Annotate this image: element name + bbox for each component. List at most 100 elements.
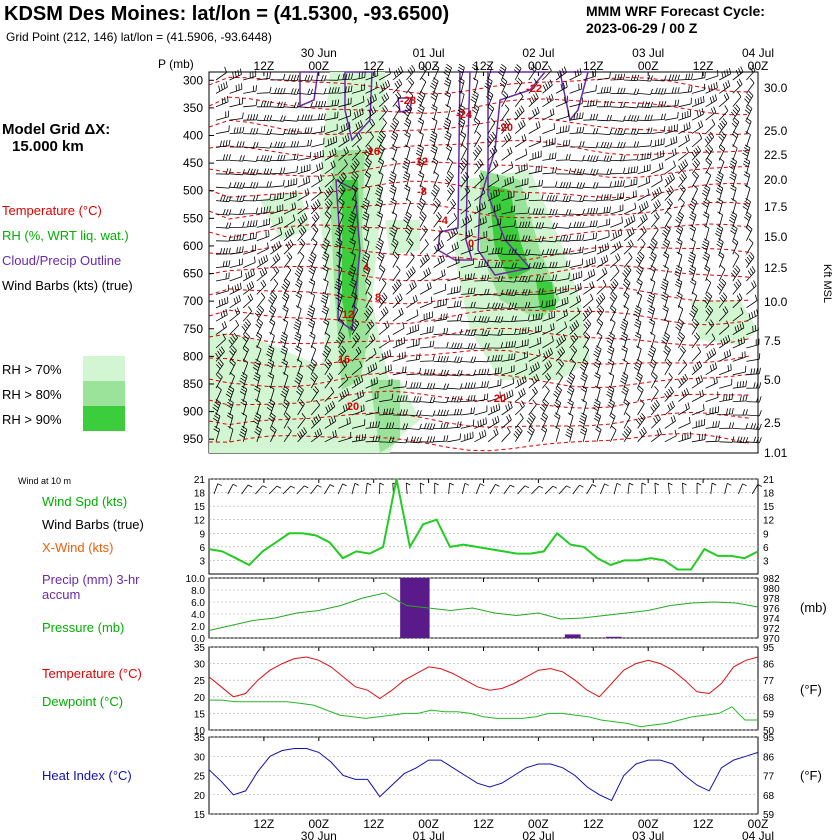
heat-index-line — [208, 748, 759, 802]
wind-barb — [215, 308, 228, 322]
wind-barb — [623, 128, 640, 135]
wind-barb — [460, 342, 477, 350]
wind-barb — [705, 391, 719, 402]
wind-barb — [474, 201, 487, 215]
wind-barb — [378, 118, 387, 134]
wind-barb — [311, 88, 327, 95]
wind-barb — [647, 345, 656, 362]
wind-barb — [539, 399, 549, 416]
wind-barb — [365, 435, 381, 443]
wind-barb — [227, 425, 234, 442]
wind-barb — [350, 318, 360, 335]
wind-barb — [637, 426, 647, 443]
wind-barb — [297, 151, 312, 161]
wind-barb — [390, 238, 399, 255]
wind-barb — [324, 123, 338, 134]
wind-barb — [282, 398, 290, 416]
wind-barb — [256, 267, 268, 282]
legend-temperature: Temperature (°C) — [2, 203, 102, 218]
wind-barb — [689, 238, 696, 255]
wind-barb — [515, 221, 531, 228]
wind-barb — [596, 230, 610, 242]
wind-barb — [321, 305, 329, 322]
left-tick-label: 18 — [194, 489, 206, 500]
right-tick-label: 974 — [763, 614, 780, 625]
wind-barb — [635, 372, 643, 389]
wind-barb — [691, 291, 698, 308]
wind-barb — [579, 412, 587, 429]
wind-barb — [297, 188, 310, 201]
wind-barb — [623, 202, 637, 215]
pressure-tick-label: 350 — [183, 101, 203, 115]
wind-barb — [743, 171, 751, 188]
wind-barb — [378, 265, 386, 282]
right-tick-label: 12 — [763, 516, 775, 527]
wind-barb — [732, 380, 747, 389]
wind-barb — [402, 171, 411, 188]
bottom-hour-label: 00Z — [748, 817, 769, 831]
wind-barb — [390, 117, 400, 134]
wind-barb — [447, 356, 463, 363]
wind-barb — [542, 311, 556, 322]
wind-barb — [308, 358, 317, 375]
wind-barb — [270, 101, 286, 109]
wind-barb — [555, 359, 565, 376]
temperature-contour-label: 0 — [468, 238, 474, 250]
wind-barb — [716, 198, 723, 215]
wind-barb — [569, 332, 579, 349]
wind-barb — [622, 358, 628, 375]
wind-barb — [256, 168, 273, 175]
wind-barb — [651, 162, 664, 175]
surface-wind-barb — [324, 484, 335, 495]
wind-barb — [701, 184, 711, 201]
wind-barb — [555, 209, 572, 216]
wind-barb — [717, 211, 723, 228]
altitude-tick-label: 5.0 — [764, 373, 781, 387]
wind-barb — [660, 278, 669, 295]
wind-barb — [406, 396, 422, 403]
legend-wind-barbs: Wind Barbs (kts) (true) — [2, 278, 133, 293]
wind-barb — [583, 84, 597, 94]
pressure-tick-label: 300 — [183, 73, 203, 87]
forecast-cycle-label: MMM WRF Forecast Cycle: — [586, 3, 765, 19]
wind-barb — [487, 203, 501, 215]
wind-barb — [460, 329, 477, 336]
wind-barb — [310, 428, 323, 443]
wind-barb — [648, 318, 656, 335]
wind-barb — [338, 431, 352, 443]
wind-barb — [433, 327, 449, 335]
wind-barb — [661, 224, 671, 241]
wind-barb — [243, 181, 259, 189]
wind-barb — [540, 412, 548, 429]
wind-barb — [474, 429, 487, 443]
wind-barb — [256, 254, 269, 268]
wind-barb — [501, 414, 512, 429]
rh-region — [260, 190, 310, 240]
wind-barb — [691, 95, 705, 108]
upper-air-panel: -28 -24 -22 -20 -16 -12 -8 -4 0 4 8 12 16 20 20 300 350… — [158, 57, 833, 460]
wind-barb — [637, 88, 653, 95]
wind-barb — [392, 409, 408, 416]
wind-barb — [732, 321, 745, 335]
wind-barb — [309, 331, 316, 349]
wind-barb — [676, 238, 683, 255]
altitude-tick-label: 10.0 — [764, 295, 788, 309]
wind-barb — [392, 104, 401, 121]
wind-barb — [732, 336, 745, 349]
wind-barb — [311, 100, 327, 108]
wind-barb — [365, 291, 373, 308]
wind-barb — [582, 281, 595, 295]
bottom-day-label: 03 Jul — [632, 829, 664, 840]
wind-barb — [742, 157, 751, 174]
wind-barb — [283, 265, 292, 282]
wind-barb — [365, 106, 377, 121]
wind-barb — [637, 200, 649, 215]
wind-barb — [270, 204, 284, 215]
wind-barb — [419, 422, 436, 430]
wind-barb — [527, 425, 535, 442]
wind-barb — [392, 78, 403, 94]
wind-barb — [338, 85, 353, 94]
wind-barb — [378, 306, 389, 322]
temperature-contour-label: -8 — [417, 186, 427, 198]
wind-barb — [583, 127, 599, 135]
